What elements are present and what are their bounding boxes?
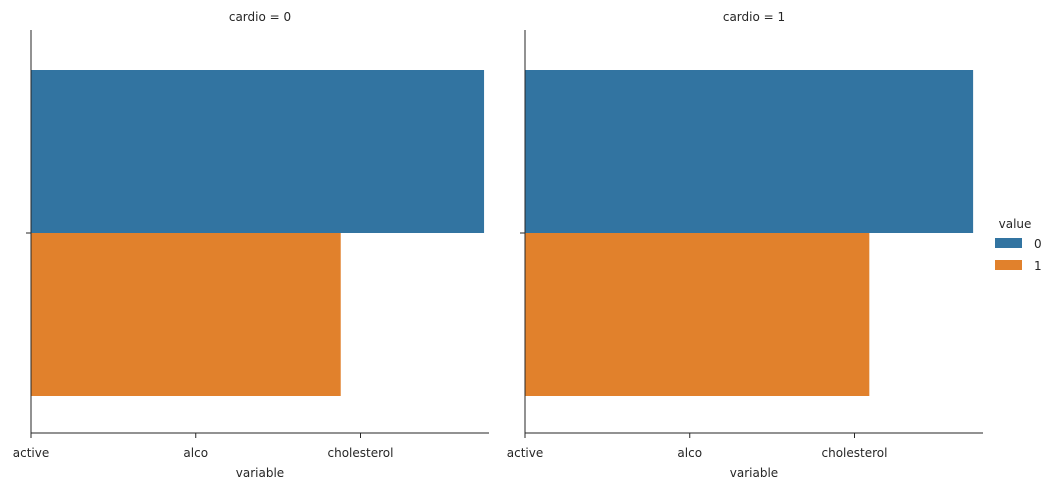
bar-value-0 xyxy=(31,70,485,233)
bar-value-1 xyxy=(31,233,341,396)
legend-item-0: 0 xyxy=(995,237,1042,251)
x-tick-label: cholesterol xyxy=(328,446,394,460)
bar-value-1 xyxy=(525,233,870,396)
x-tick-label: active xyxy=(507,446,543,460)
legend-label: 0 xyxy=(1034,237,1042,251)
x-axis-label: variable xyxy=(730,466,778,480)
facet-panel-0: cardio = 0 active alco cholesterol variable xyxy=(13,10,489,480)
facet-panel-1: cardio = 1 active alco cholesterol variable xyxy=(507,10,983,480)
x-tick-label: cholesterol xyxy=(822,446,888,460)
legend-swatch xyxy=(995,260,1022,270)
x-tick-label: alco xyxy=(677,446,702,460)
x-tick-label: active xyxy=(13,446,49,460)
legend-item-1: 1 xyxy=(995,259,1042,273)
x-tick-label: alco xyxy=(183,446,208,460)
facet-title: cardio = 1 xyxy=(723,10,785,24)
legend-title: value xyxy=(999,217,1032,231)
facet-title: cardio = 0 xyxy=(229,10,291,24)
bar-value-0 xyxy=(525,70,974,233)
x-axis-label: variable xyxy=(236,466,284,480)
legend-swatch xyxy=(995,238,1022,248)
legend-label: 1 xyxy=(1034,259,1042,273)
